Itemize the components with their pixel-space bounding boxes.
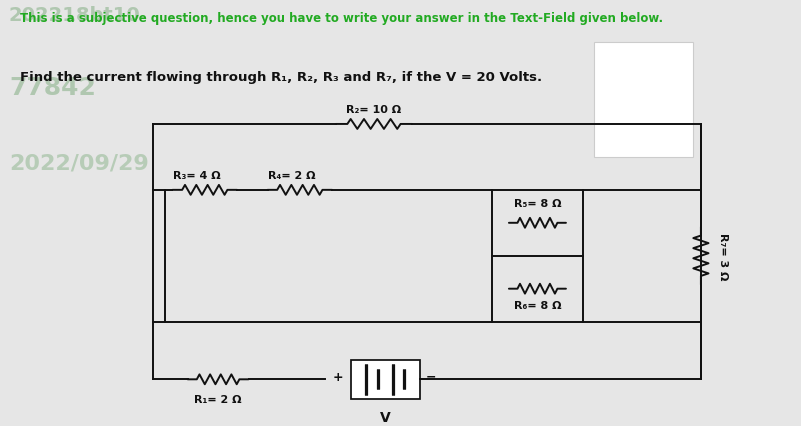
- Text: R₄= 2 Ω: R₄= 2 Ω: [268, 171, 316, 181]
- Text: 202218bt10: 202218bt10: [9, 6, 141, 24]
- Text: Find the current flowing through R₁, R₂, R₃ and R₇, if the V = 20 Volts.: Find the current flowing through R₁, R₂,…: [20, 71, 542, 84]
- FancyBboxPatch shape: [594, 43, 694, 158]
- Text: This is a subjective question, hence you have to write your answer in the Text-F: This is a subjective question, hence you…: [20, 12, 663, 25]
- Text: 77842: 77842: [9, 75, 96, 99]
- Text: R₇= 3 Ω: R₇= 3 Ω: [718, 233, 727, 280]
- Text: R₃= 4 Ω: R₃= 4 Ω: [173, 171, 221, 181]
- Text: +: +: [333, 370, 344, 383]
- Text: R₅= 8 Ω: R₅= 8 Ω: [513, 199, 562, 209]
- Text: R₆= 8 Ω: R₆= 8 Ω: [513, 301, 562, 311]
- Bar: [351, 360, 420, 399]
- Text: −: −: [425, 370, 437, 383]
- Text: R₁= 2 Ω: R₁= 2 Ω: [195, 394, 242, 404]
- Text: R₂= 10 Ω: R₂= 10 Ω: [346, 105, 401, 115]
- Text: V: V: [380, 410, 391, 424]
- Text: 2022/09/29: 2022/09/29: [9, 153, 149, 173]
